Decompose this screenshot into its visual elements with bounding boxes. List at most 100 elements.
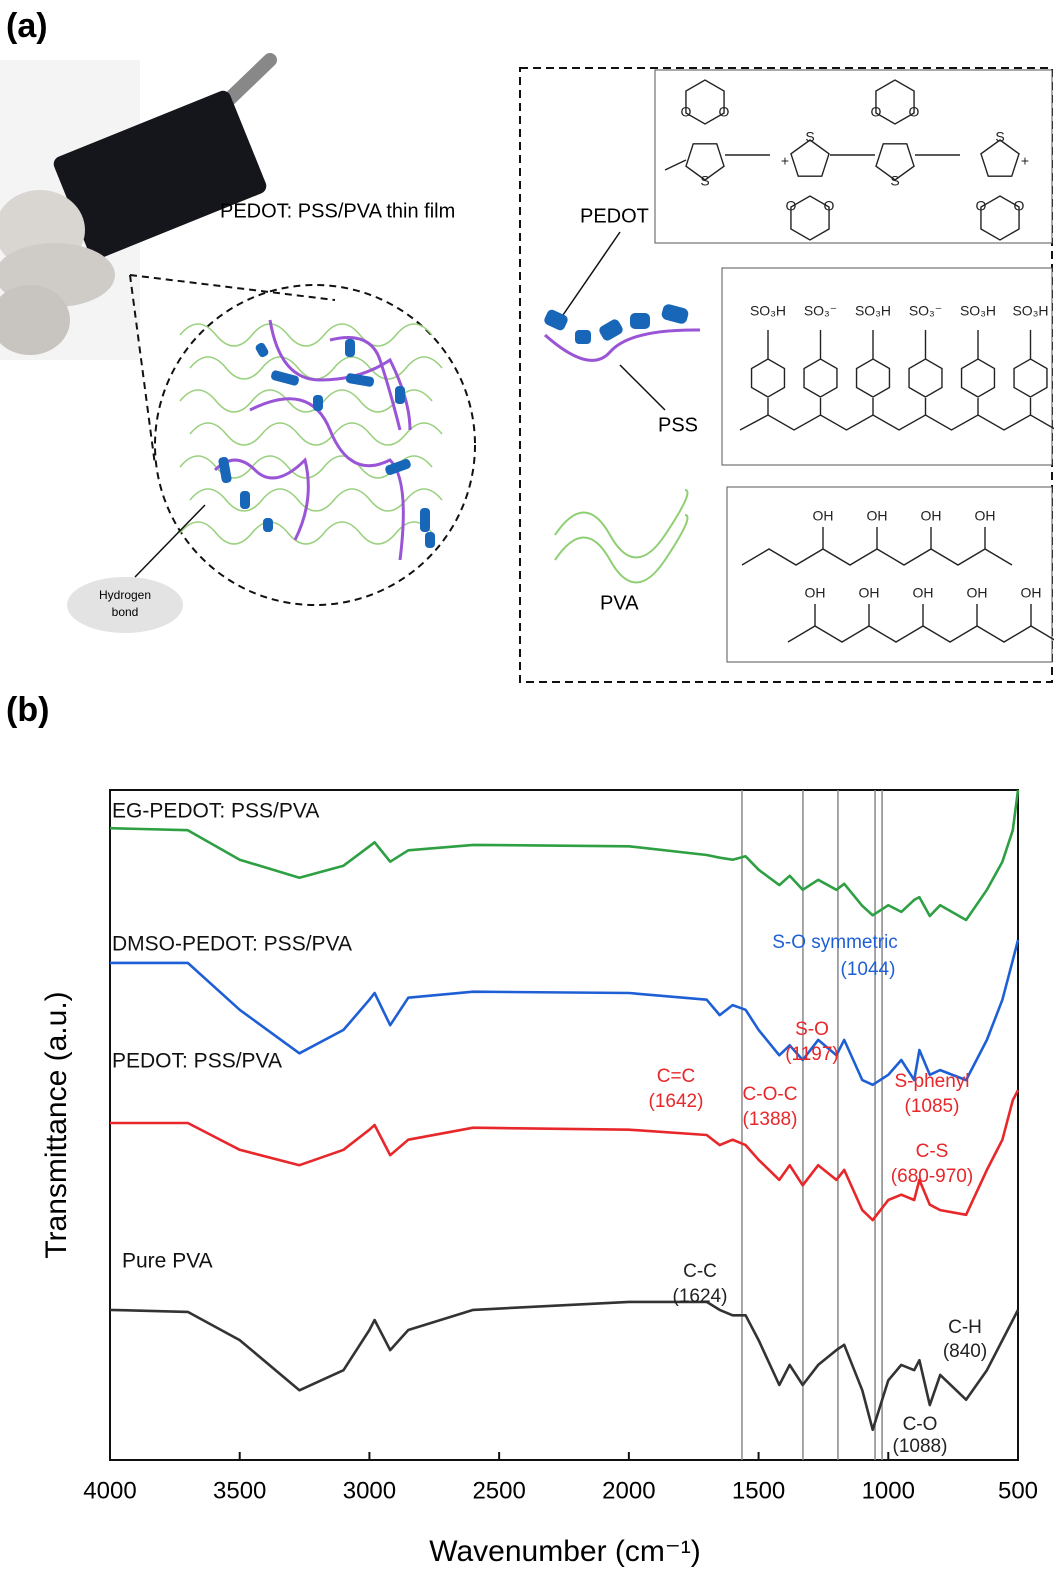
series-label: Pure PVA — [122, 1250, 213, 1273]
pva-chain — [179, 323, 433, 347]
pva-chain — [179, 521, 433, 545]
atom-label: SO₃H — [1012, 303, 1048, 319]
peak-annotation: C-O-C — [743, 1084, 798, 1105]
peak-annotation: (1197) — [785, 1044, 839, 1065]
hydrogen-bond-label: bond — [112, 605, 139, 619]
pedot-segment — [345, 339, 355, 357]
pedot-structure-box — [654, 69, 1053, 244]
atom-label: + — [1021, 153, 1029, 169]
x-tick-label: 3500 — [213, 1477, 266, 1504]
spectrum-line — [109, 1300, 1020, 1432]
atom-label: S — [995, 129, 1004, 145]
peak-annotation: (1642) — [649, 1091, 704, 1112]
peak-annotation: C-O — [903, 1414, 938, 1435]
blend-sketch — [179, 319, 443, 561]
atom-label: S — [890, 173, 899, 189]
pedot-segment — [255, 342, 269, 358]
photo — [0, 53, 277, 360]
peak-annotation: C-C — [683, 1261, 717, 1282]
chemical-structures: S O O S O O + S O O S O O + SO₃H SO₃⁻ SO₃H SO₃⁻ SO₃H SO₃H OH… — [664, 79, 1054, 643]
peak-annotation: C-S — [916, 1141, 949, 1162]
atom-label: O — [824, 198, 835, 214]
atom-label: S — [805, 129, 814, 145]
atom-label: O — [786, 198, 797, 214]
film — [53, 90, 267, 260]
peak-annotation: (680-970) — [891, 1166, 973, 1187]
atom-label: OH — [813, 508, 834, 524]
thiophene-ring — [980, 139, 1020, 177]
peak-annotation: S-O symmetric — [772, 932, 898, 953]
peak-annotation: (1044) — [841, 959, 896, 980]
dioxane-ring — [685, 79, 725, 125]
dioxane-ring — [875, 79, 915, 125]
thiophene-ring — [790, 139, 830, 177]
atom-label: SO₃⁻ — [804, 303, 837, 319]
peak-annotation: (1085) — [905, 1096, 960, 1117]
x-tick-label: 500 — [998, 1477, 1038, 1504]
finger — [0, 285, 70, 355]
dioxane-ring — [790, 195, 830, 241]
film-caption: PEDOT: PSS/PVA thin film — [220, 200, 455, 222]
pedot-segment — [395, 386, 405, 404]
pva-chain — [189, 422, 443, 446]
spectrum-line — [109, 789, 1020, 922]
peak-annotation: S-phenyl — [895, 1071, 970, 1092]
pva-backbone — [741, 548, 1013, 566]
atom-label: OH — [1021, 585, 1042, 601]
panel-label: (b) — [6, 691, 49, 729]
pss-label: PSS — [658, 414, 698, 436]
atom-label: O — [871, 104, 882, 120]
atom-label: SO₃H — [750, 303, 786, 319]
peak-annotation: (1388) — [743, 1109, 798, 1130]
peak-annotation: S-O — [795, 1019, 829, 1040]
hydrogen-bond-badge — [67, 577, 183, 633]
pva-label: PVA — [600, 592, 639, 614]
x-tick-label: 1000 — [862, 1477, 915, 1504]
dioxane-ring — [980, 195, 1020, 241]
pedot-segment — [263, 518, 273, 532]
x-axis-title: Wavenumber (cm⁻¹) — [429, 1535, 700, 1568]
atom-label: S — [700, 173, 709, 189]
pss-chain — [213, 457, 310, 541]
y-axis-title: Transmittance (a.u.) — [40, 991, 73, 1258]
bond — [664, 159, 687, 171]
atom-label: OH — [975, 508, 996, 524]
pedot-segment — [240, 491, 250, 509]
pss-chain — [329, 336, 402, 431]
x-tick-label: 4000 — [83, 1477, 136, 1504]
hydrogen-bond-label: Hydrogen — [99, 588, 151, 602]
pss-chain — [249, 397, 405, 561]
pva-structure-box — [726, 486, 1053, 663]
series-label: EG-PEDOT: PSS/PVA — [112, 800, 319, 823]
peak-annotation: C=C — [657, 1066, 696, 1087]
atom-label: OH — [921, 508, 942, 524]
arrow — [134, 504, 206, 578]
atom-label: SO₃H — [855, 303, 891, 319]
peak-annotation: (1088) — [893, 1436, 948, 1457]
x-tick-label: 2500 — [472, 1477, 525, 1504]
peak-annotation: (840) — [943, 1341, 987, 1362]
atom-label: O — [681, 104, 692, 120]
atom-label: SO₃⁻ — [909, 303, 942, 319]
thiophene-ring — [685, 143, 725, 181]
series-label: DMSO-PEDOT: PSS/PVA — [112, 933, 352, 956]
atom-label: O — [909, 104, 920, 120]
x-tick-label: 2000 — [602, 1477, 655, 1504]
pva-chain — [189, 356, 443, 380]
atom-label: OH — [913, 585, 934, 601]
x-tick-label: 1500 — [732, 1477, 785, 1504]
pva-icon — [554, 489, 689, 584]
atom-label: OH — [859, 585, 880, 601]
plot-frame — [109, 789, 1019, 1461]
spectrum-line — [110, 1089, 1020, 1222]
pss-backbone — [739, 414, 1054, 431]
panel-label: (a) — [6, 7, 48, 45]
pedot-segment — [345, 373, 375, 387]
arrow — [619, 364, 666, 411]
spectrum-line — [110, 939, 1020, 1087]
atom-label: O — [976, 198, 987, 214]
pedot-segment — [218, 456, 232, 484]
peak-annotation: C-H — [948, 1317, 982, 1338]
thiophene-ring — [875, 143, 915, 181]
pedot-segment — [425, 532, 435, 548]
